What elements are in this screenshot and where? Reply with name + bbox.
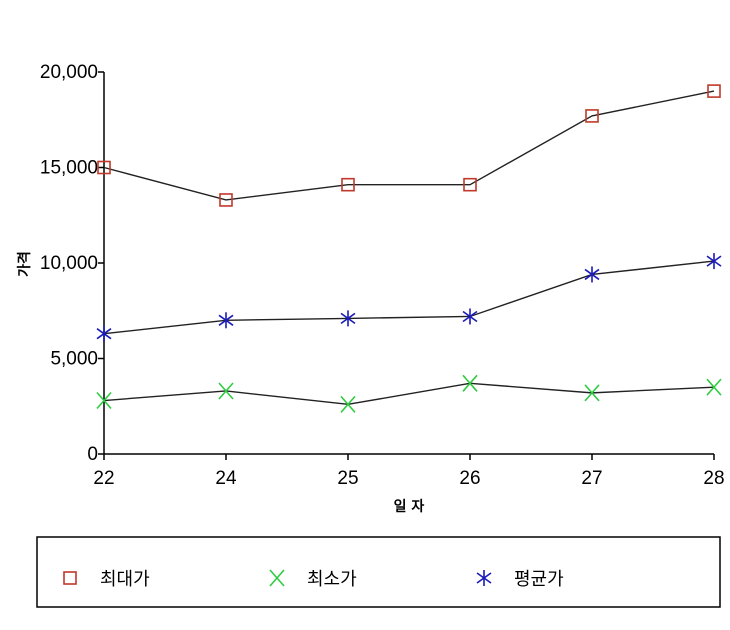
series-2-point (218, 382, 234, 400)
x-ticks: 22 24 25 26 27 28 (93, 454, 725, 489)
y-tick-label: 10,000 (40, 253, 98, 274)
x-axis-title: 일 자 (394, 499, 425, 515)
y-axis-title: 가격 (16, 251, 33, 277)
series-3-point-stroke (706, 255, 722, 267)
legend: 최대가 최소가 평균가 (36, 536, 721, 608)
x-tick-label: 27 (581, 468, 602, 489)
y-tick-label: 15,000 (40, 158, 98, 179)
series-line-2 (103, 382, 715, 406)
legend-label-1: 최대가 (100, 569, 150, 590)
series-line-3 (103, 260, 715, 335)
y-tick-label: 0 (87, 444, 98, 465)
series-1-point (585, 109, 599, 123)
series-2-point (584, 384, 600, 402)
y-tick-label: 5,000 (50, 349, 98, 370)
y-ticks: 0 5,000 10,000 15,000 20,000 (40, 62, 104, 465)
series-2-point-stroke (706, 378, 722, 396)
x-tick-label: 24 (215, 468, 237, 489)
series-2-point (340, 395, 356, 413)
series-2-point-stroke (584, 384, 600, 402)
legend-marker-2-stroke (269, 569, 285, 587)
legend-marker-1 (63, 571, 77, 585)
series-2-point-stroke (96, 391, 112, 410)
series-3-point (340, 310, 356, 327)
x-tick-label: 22 (93, 468, 114, 489)
x-tick-label: 25 (337, 468, 358, 489)
legend-marker-2 (269, 569, 285, 587)
series-2-point-stroke (340, 395, 356, 413)
series-3-point (96, 325, 112, 342)
series-3-point (218, 312, 234, 329)
legend-marker-3-stroke (476, 572, 492, 584)
series-3-point-stroke (462, 310, 478, 323)
series-1-point (341, 177, 355, 192)
series-3-point-stroke (218, 314, 234, 326)
series-line-1 (103, 90, 715, 201)
series-2-point-stroke (218, 382, 234, 400)
series-3-point (462, 308, 478, 325)
x-tick-label: 26 (459, 468, 480, 489)
series-3-point-stroke (584, 268, 600, 281)
legend-label-3: 평균가 (514, 569, 564, 590)
series-3-point-stroke (96, 328, 112, 340)
series-1-point (219, 193, 233, 207)
legend-label-2: 최소가 (307, 569, 357, 590)
y-tick-label: 20,000 (40, 62, 98, 83)
series-3-point (706, 253, 722, 270)
series-2-point-stroke (462, 374, 478, 392)
axes (103, 72, 714, 455)
series-2-point (706, 378, 722, 396)
series-1-point (707, 84, 721, 98)
series-2-point (462, 374, 478, 392)
series-3-point (584, 266, 600, 283)
x-tick-label: 28 (703, 468, 724, 489)
series-1-point (97, 160, 111, 175)
series-2-point (96, 391, 112, 410)
series-3-point-stroke (340, 312, 356, 325)
series-lines (103, 90, 715, 406)
series-1-point (463, 177, 477, 192)
legend-marker-3 (476, 570, 492, 586)
legend-box (36, 536, 721, 608)
legend-items: 최대가 최소가 평균가 (63, 569, 564, 590)
series-markers (96, 84, 722, 413)
